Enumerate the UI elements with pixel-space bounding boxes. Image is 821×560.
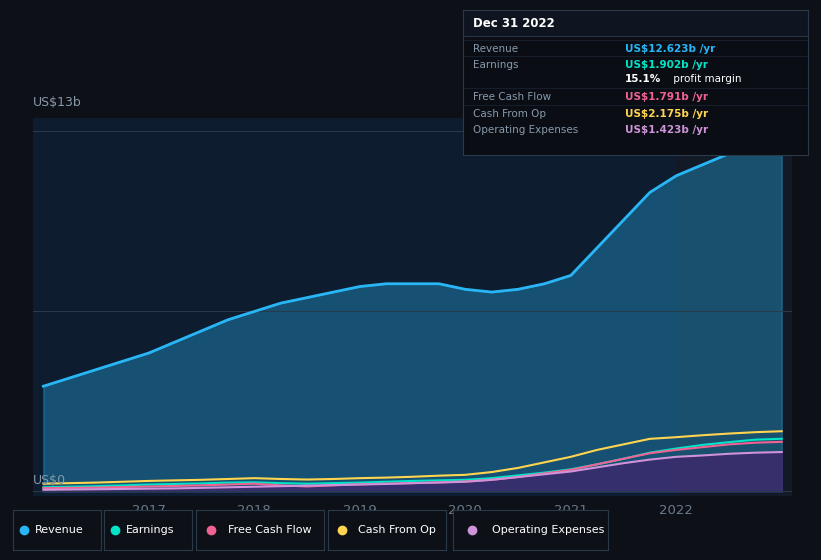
Bar [677, 118, 792, 496]
Text: US$13b: US$13b [33, 96, 81, 109]
FancyBboxPatch shape [463, 10, 808, 36]
Text: Earnings: Earnings [474, 60, 519, 70]
Text: US$2.175b /yr: US$2.175b /yr [625, 109, 709, 119]
Text: US$12.623b /yr: US$12.623b /yr [625, 44, 715, 54]
Text: Free Cash Flow: Free Cash Flow [228, 525, 312, 535]
Text: Revenue: Revenue [35, 525, 84, 535]
Text: profit margin: profit margin [670, 74, 741, 84]
Text: Operating Expenses: Operating Expenses [474, 125, 579, 136]
Text: Operating Expenses: Operating Expenses [492, 525, 604, 535]
Text: US$1.902b /yr: US$1.902b /yr [625, 60, 708, 70]
Text: US$0: US$0 [33, 474, 66, 487]
Text: US$1.791b /yr: US$1.791b /yr [625, 92, 709, 102]
Text: Cash From Op: Cash From Op [357, 525, 435, 535]
Text: Earnings: Earnings [126, 525, 175, 535]
Text: 15.1%: 15.1% [625, 74, 662, 84]
Text: US$1.423b /yr: US$1.423b /yr [625, 125, 709, 136]
Text: Cash From Op: Cash From Op [474, 109, 546, 119]
Text: Dec 31 2022: Dec 31 2022 [474, 17, 555, 30]
Text: Free Cash Flow: Free Cash Flow [474, 92, 552, 102]
Text: Revenue: Revenue [474, 44, 519, 54]
